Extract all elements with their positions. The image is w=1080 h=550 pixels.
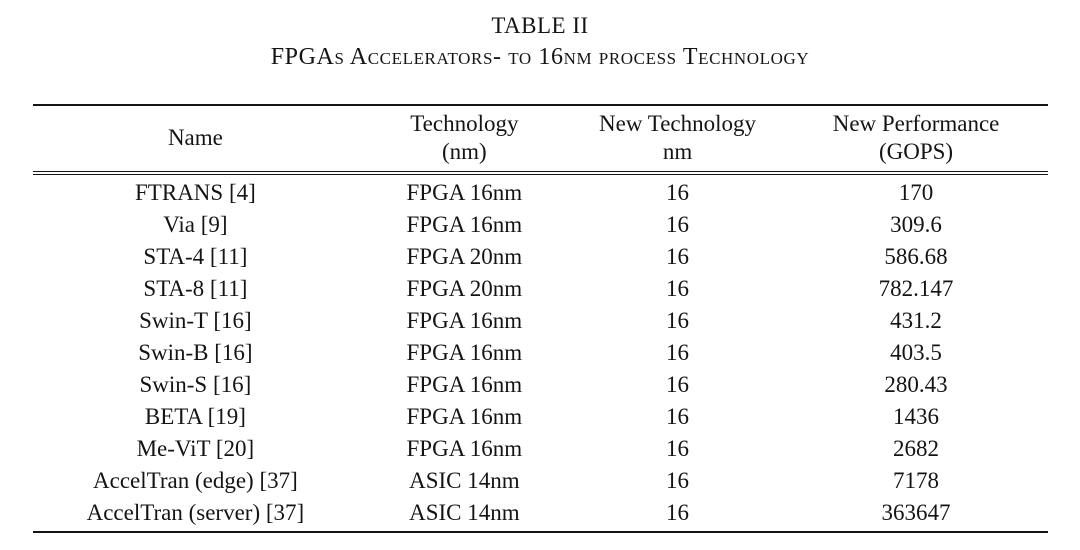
cell-new-technology: 16 [666,340,689,365]
cell-name: AccelTran (server) [37] [86,500,305,525]
cell-name: Swin-T [16] [139,308,252,333]
table-row: Swin-T [16] FPGA 16nm 16 431.2 [33,305,1048,337]
cell-new-performance: 170 [898,180,934,205]
cell-new-technology: 16 [666,468,689,493]
table-row: AccelTran (edge) [37] ASIC 14nm 16 7178 [33,465,1048,497]
column-header-name: Name [33,105,358,175]
cell-name: STA-4 [11] [143,244,248,269]
cell-name: Swin-B [16] [138,340,253,365]
column-header-new-technology: New Technology nm [570,105,785,175]
cell-technology: FPGA 20nm [406,276,523,301]
cell-name: AccelTran (edge) [37] [93,468,298,493]
cell-technology: FPGA 16nm [406,372,523,397]
cell-new-performance: 431.2 [890,308,942,333]
cell-new-technology: 16 [666,244,689,269]
table-row: Via [9] FPGA 16nm 16 309.6 [33,209,1048,241]
accelerators-table: Name Technology (nm) New Technology nm N… [33,104,1048,533]
cell-technology: FPGA 16nm [406,340,523,365]
cell-new-technology: 16 [666,276,689,301]
cell-name: BETA [19] [144,404,246,429]
table-row: Swin-B [16] FPGA 16nm 16 403.5 [33,337,1048,369]
cell-new-technology: 16 [666,212,689,237]
table-caption: TABLE II FPGAs Accelerators- to 16nm pro… [0,12,1080,72]
column-header-new-performance: New Performance (GOPS) [784,105,1048,175]
cell-new-performance: 309.6 [890,212,942,237]
cell-new-performance: 782.147 [878,276,954,301]
table-row: FTRANS [4] FPGA 16nm 16 170 [33,173,1048,209]
table-caption-label: TABLE II [491,13,589,38]
cell-new-technology: 16 [666,500,689,525]
table-caption-subtitle: FPGAs Accelerators- to 16nm process Tech… [270,44,810,70]
column-header-technology-line1: Technology [410,111,519,136]
cell-name: Me-ViT [20] [136,436,255,461]
cell-new-performance: 1436 [893,404,940,429]
cell-name: FTRANS [4] [135,180,256,205]
column-header-name-line1: Name [167,125,223,150]
column-header-technology-line2: (nm) [442,139,487,164]
cell-technology: FPGA 16nm [406,180,523,205]
table-row: AccelTran (server) [37] ASIC 14nm 16 363647 [33,497,1048,532]
cell-new-performance: 586.68 [884,244,948,269]
cell-technology: ASIC 14nm [409,500,520,525]
cell-new-technology: 16 [666,404,689,429]
column-header-new-performance-line2: (GOPS) [878,139,954,164]
column-header-new-performance-line1: New Performance [832,111,1000,136]
table-header-row: Name Technology (nm) New Technology nm N… [33,105,1048,175]
cell-technology: FPGA 16nm [406,212,523,237]
column-header-new-technology-line2: nm [662,139,693,164]
cell-new-performance: 2682 [893,436,940,461]
table-container: Name Technology (nm) New Technology nm N… [33,104,1048,533]
cell-name: Swin-S [16] [139,372,252,397]
cell-technology: FPGA 16nm [406,436,523,461]
cell-new-technology: 16 [666,180,689,205]
table-row: Swin-S [16] FPGA 16nm 16 280.43 [33,369,1048,401]
table-header: Name Technology (nm) New Technology nm N… [33,105,1048,175]
cell-technology: ASIC 14nm [409,468,520,493]
cell-new-technology: 16 [666,436,689,461]
cell-technology: FPGA 20nm [406,244,523,269]
cell-new-performance: 403.5 [890,340,942,365]
cell-new-performance: 280.43 [884,372,948,397]
cell-new-technology: 16 [666,308,689,333]
table-body: FTRANS [4] FPGA 16nm 16 170 Via [9] FPGA 16nm… [33,173,1048,532]
cell-name: STA-8 [11] [143,276,248,301]
column-header-technology: Technology (nm) [357,105,571,175]
table-row: Me-ViT [20] FPGA 16nm 16 2682 [33,433,1048,465]
cell-new-performance: 7178 [893,468,940,493]
table-row: BETA [19] FPGA 16nm 16 1436 [33,401,1048,433]
cell-new-technology: 16 [666,372,689,397]
cell-technology: FPGA 16nm [406,404,523,429]
table-row: STA-4 [11] FPGA 20nm 16 586.68 [33,241,1048,273]
cell-new-performance: 363647 [881,500,951,525]
cell-technology: FPGA 16nm [406,308,523,333]
cell-name: Via [9] [163,212,228,237]
column-header-new-technology-line1: New Technology [599,111,757,136]
table-row: STA-8 [11] FPGA 20nm 16 782.147 [33,273,1048,305]
